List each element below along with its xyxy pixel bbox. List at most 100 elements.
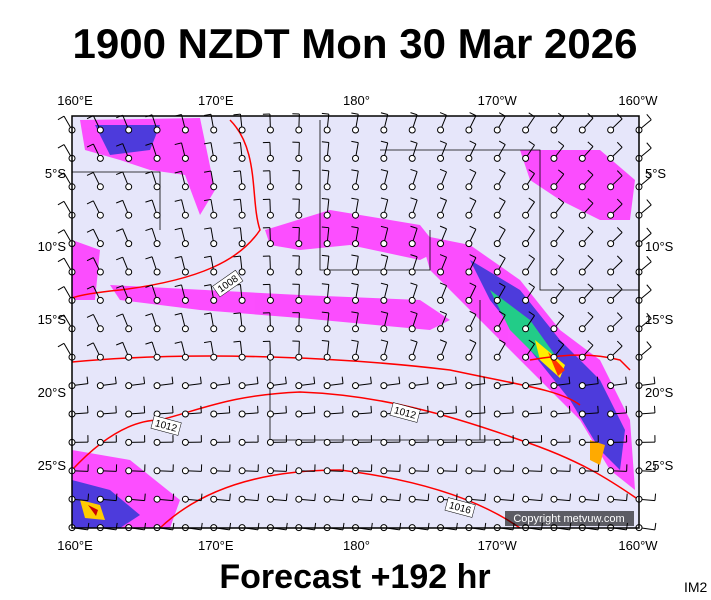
- barb-station: [437, 154, 445, 162]
- barb-flag: [410, 168, 418, 173]
- barb-flag: [351, 282, 359, 286]
- barb-flag: [57, 115, 65, 121]
- barb-station: [181, 183, 189, 191]
- barb-station: [550, 495, 558, 503]
- barb-station: [380, 183, 388, 191]
- barb-station: [323, 268, 331, 276]
- barb-station: [550, 240, 558, 248]
- barb-flag: [587, 311, 594, 318]
- barb-flag: [86, 313, 94, 318]
- barb-station: [522, 268, 530, 276]
- barb-station: [607, 154, 615, 162]
- barb-flag: [646, 284, 652, 291]
- barb-flag: [145, 341, 153, 345]
- barb-station: [125, 325, 133, 333]
- barb-flag: [587, 169, 594, 176]
- barb-station: [465, 296, 473, 304]
- barb-station: [181, 296, 189, 304]
- lat-label-right: 20°S: [645, 385, 674, 400]
- barb-flag: [321, 340, 329, 342]
- barb-flag: [57, 144, 65, 149]
- barb-flag: [116, 341, 123, 346]
- barb-station: [437, 268, 445, 276]
- barb-flag: [321, 112, 329, 115]
- barb-flag: [626, 493, 628, 501]
- barb-flag: [439, 140, 447, 145]
- barb-station: [295, 495, 303, 503]
- barb-flag: [410, 112, 418, 116]
- barb-flag: [557, 169, 565, 175]
- barb-station: [493, 495, 501, 503]
- barb-station: [522, 183, 530, 191]
- barb-flag: [654, 522, 657, 530]
- barb-flag: [439, 197, 447, 201]
- barb-flag: [654, 493, 657, 501]
- lat-label-left: 15°S: [38, 312, 67, 327]
- barb-station: [295, 410, 303, 418]
- barb-flag: [646, 114, 652, 121]
- barb-station: [125, 183, 133, 191]
- barb-station: [493, 353, 501, 361]
- barb-station: [380, 467, 388, 475]
- lon-label-bottom: 170°E: [198, 538, 234, 553]
- barb-station: [578, 268, 586, 276]
- barb-flag: [145, 142, 153, 146]
- barb-flag: [233, 141, 241, 144]
- barb-station: [96, 211, 104, 219]
- barb-flag: [351, 254, 359, 257]
- barb-station: [380, 154, 388, 162]
- barb-station: [210, 438, 218, 446]
- barb-flag: [625, 376, 628, 384]
- barb-flag: [616, 198, 623, 205]
- barb-station: [522, 438, 530, 446]
- barb-station: [210, 353, 218, 361]
- barb-station: [522, 382, 530, 390]
- barb-station: [578, 353, 586, 361]
- barb-station: [295, 240, 303, 248]
- barb-station: [607, 126, 615, 134]
- barb-flag: [370, 376, 372, 384]
- barb-station: [238, 268, 246, 276]
- barb-flag: [469, 339, 477, 344]
- barb-station: [352, 410, 359, 418]
- barb-flag: [203, 312, 212, 315]
- barb-station: [266, 211, 274, 219]
- barb-flag: [174, 142, 182, 146]
- barb-flag: [321, 169, 329, 172]
- barb-station: [493, 296, 501, 304]
- lon-label-top: 160°E: [57, 93, 93, 108]
- barb-flag: [528, 339, 535, 345]
- barb-station: [96, 353, 104, 361]
- barb-flag: [233, 198, 241, 201]
- barb-station: [522, 353, 530, 361]
- barb-flag: [557, 197, 565, 203]
- isobar-label: 1012: [389, 402, 421, 423]
- barb-station: [238, 183, 246, 191]
- barb-flag: [199, 376, 202, 384]
- barb-flag: [284, 376, 287, 384]
- barb-station: [522, 495, 530, 503]
- barb-flag: [86, 228, 94, 233]
- barb-station: [437, 126, 445, 134]
- barb-station: [578, 126, 586, 134]
- barb-station: [266, 154, 274, 162]
- barb-flag: [380, 254, 388, 257]
- barb-flag: [469, 254, 477, 259]
- barb-station: [408, 325, 416, 333]
- barb-station: [607, 495, 615, 503]
- lat-label-left: 25°S: [38, 458, 67, 473]
- barb-station: [125, 126, 133, 134]
- barb-station: [323, 353, 331, 361]
- barb-station: [352, 353, 359, 361]
- barb-station: [493, 438, 501, 446]
- barb-station: [181, 211, 189, 219]
- barb-station: [323, 296, 331, 304]
- barb-station: [465, 325, 473, 333]
- barb-flag: [410, 225, 418, 229]
- barb-station: [266, 382, 274, 390]
- barb-station: [607, 296, 615, 304]
- barb-flag: [116, 313, 123, 318]
- barb-flag: [587, 283, 594, 289]
- barb-flag: [313, 376, 316, 384]
